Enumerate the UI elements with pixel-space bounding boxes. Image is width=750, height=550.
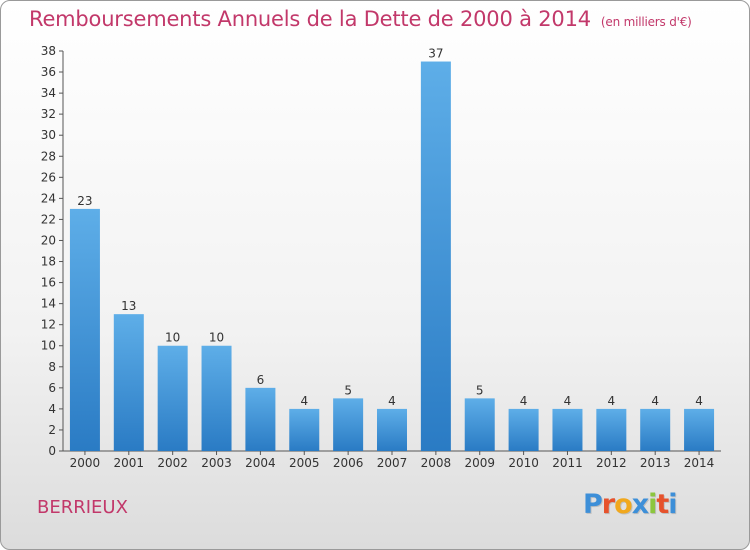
data-label-2000: 23 bbox=[77, 194, 92, 208]
logo-letter: P bbox=[583, 489, 603, 520]
data-label-2005: 4 bbox=[300, 394, 308, 408]
y-tick-label: 16 bbox=[41, 276, 56, 290]
proxiti-logo: Proxiti bbox=[583, 489, 678, 520]
logo-letter: o bbox=[614, 489, 633, 520]
y-tick-label: 36 bbox=[41, 65, 56, 79]
bar-2002 bbox=[157, 345, 188, 451]
data-label-2009: 5 bbox=[476, 383, 484, 397]
data-label-2004: 6 bbox=[257, 373, 265, 387]
x-tick-label: 2003 bbox=[201, 456, 232, 470]
x-tick-label: 2012 bbox=[596, 456, 627, 470]
y-tick-label: 2 bbox=[48, 423, 56, 437]
bar-2007 bbox=[377, 408, 407, 451]
x-tick-label: 2007 bbox=[377, 456, 408, 470]
bar-2009 bbox=[464, 398, 495, 451]
y-tick-label: 28 bbox=[41, 149, 56, 163]
y-tick-label: 10 bbox=[41, 339, 56, 353]
data-label-2014: 4 bbox=[695, 394, 703, 408]
data-label-2010: 4 bbox=[520, 394, 528, 408]
x-tick-label: 2005 bbox=[289, 456, 320, 470]
y-tick-label: 30 bbox=[41, 128, 56, 142]
data-label-2011: 4 bbox=[564, 394, 572, 408]
data-label-2013: 4 bbox=[651, 394, 659, 408]
logo-letter: x bbox=[631, 489, 649, 520]
bar-2000 bbox=[69, 208, 100, 451]
logo-letter: i bbox=[668, 489, 677, 520]
y-tick-label: 32 bbox=[41, 107, 56, 121]
bar-2004 bbox=[245, 387, 276, 451]
y-tick-label: 8 bbox=[48, 360, 56, 374]
y-tick-label: 20 bbox=[41, 233, 56, 247]
data-label-2006: 5 bbox=[344, 383, 352, 397]
x-tick-label: 2008 bbox=[421, 456, 452, 470]
x-tick-label: 2011 bbox=[552, 456, 583, 470]
x-tick-label: 2000 bbox=[70, 456, 101, 470]
bar-2011 bbox=[552, 408, 583, 451]
bar-2013 bbox=[640, 408, 671, 451]
y-tick-label: 26 bbox=[41, 170, 56, 184]
x-tick-label: 2001 bbox=[114, 456, 145, 470]
x-tick-label: 2010 bbox=[508, 456, 539, 470]
x-tick-label: 2004 bbox=[245, 456, 276, 470]
bar-2012 bbox=[596, 408, 627, 451]
y-tick-label: 12 bbox=[41, 318, 56, 332]
x-tick-label: 2006 bbox=[333, 456, 364, 470]
x-tick-label: 2002 bbox=[157, 456, 188, 470]
x-tick-label: 2009 bbox=[464, 456, 495, 470]
commune-name: BERRIEUX bbox=[37, 497, 128, 518]
y-tick-label: 6 bbox=[48, 381, 56, 395]
bar-2006 bbox=[333, 398, 364, 451]
logo-letter: r bbox=[601, 489, 615, 520]
bar-2008 bbox=[420, 61, 451, 452]
bar-2001 bbox=[113, 314, 144, 451]
bar-2005 bbox=[289, 408, 320, 451]
data-label-2012: 4 bbox=[608, 394, 616, 408]
logo-letter: i bbox=[648, 489, 657, 520]
logo-letter: t bbox=[656, 489, 669, 520]
x-tick-label: 2013 bbox=[640, 456, 671, 470]
x-tick-label: 2014 bbox=[684, 456, 715, 470]
data-label-2002: 10 bbox=[165, 331, 180, 345]
y-tick-label: 34 bbox=[41, 86, 56, 100]
data-label-2001: 13 bbox=[121, 299, 136, 313]
chart-title-text: Remboursements Annuels de la Dette de 20… bbox=[29, 7, 591, 31]
bar-2003 bbox=[201, 345, 232, 451]
data-label-2003: 10 bbox=[209, 331, 224, 345]
data-label-2007: 4 bbox=[388, 394, 396, 408]
y-tick-label: 18 bbox=[41, 255, 56, 269]
chart-unit: (en milliers d'€) bbox=[600, 15, 692, 29]
bar-2010 bbox=[508, 408, 539, 451]
y-tick-label: 14 bbox=[41, 297, 56, 311]
y-tick-label: 24 bbox=[41, 191, 56, 205]
y-tick-label: 22 bbox=[41, 212, 56, 226]
y-tick-label: 0 bbox=[48, 444, 56, 458]
chart-title: Remboursements Annuels de la Dette de 20… bbox=[29, 7, 692, 31]
data-label-2008: 37 bbox=[428, 47, 443, 61]
y-tick-label: 4 bbox=[48, 402, 56, 416]
y-tick-label: 38 bbox=[41, 44, 56, 58]
bar-2014 bbox=[684, 408, 715, 451]
